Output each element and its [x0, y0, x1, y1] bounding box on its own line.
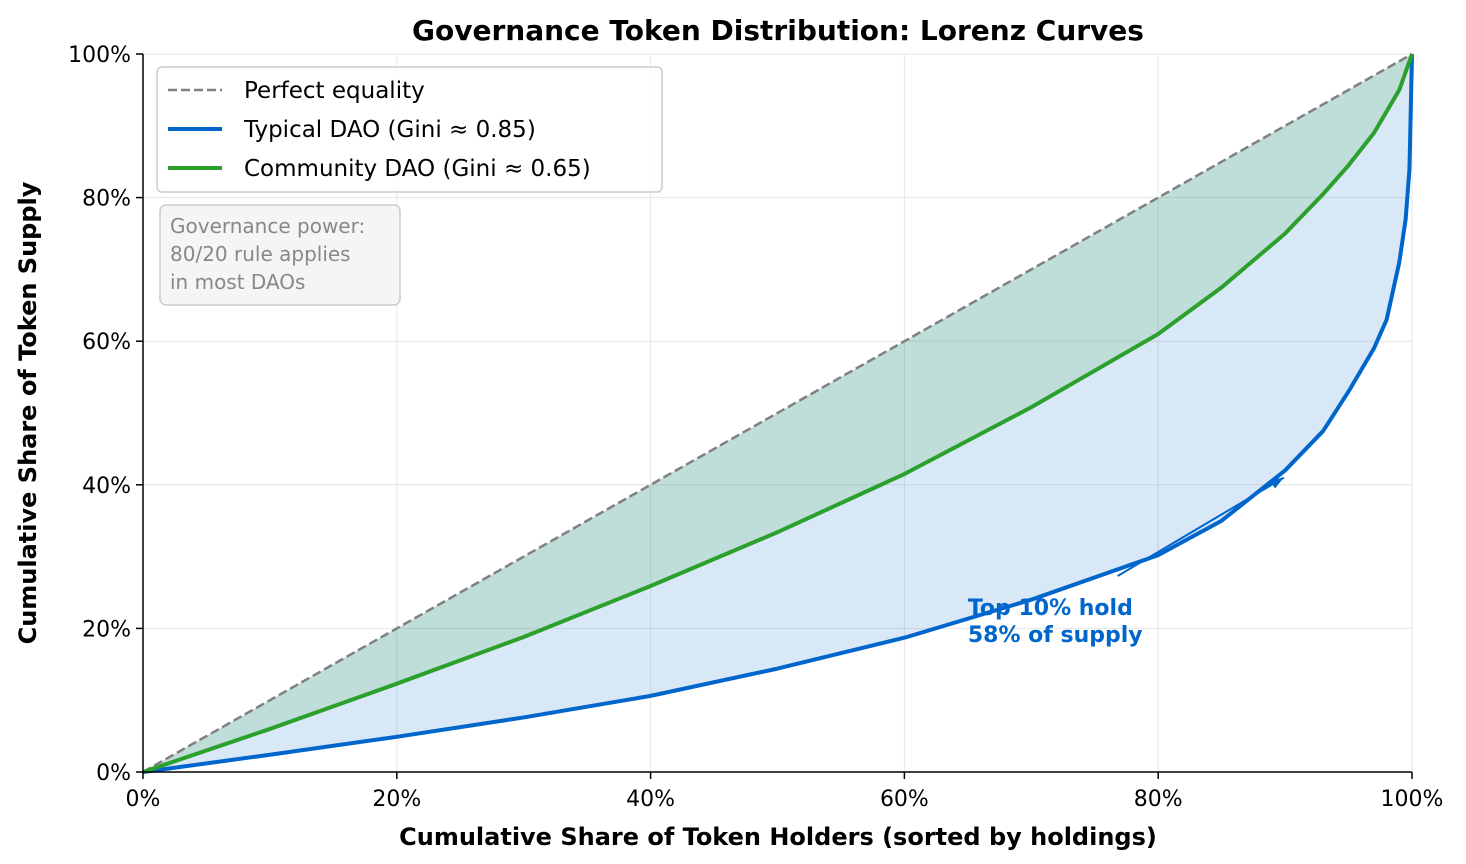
x-tick-label: 80%	[1134, 787, 1183, 812]
annotation-text: 58% of supply	[968, 623, 1143, 648]
chart-title: Governance Token Distribution: Lorenz Cu…	[412, 14, 1144, 47]
y-tick-label: 100%	[68, 43, 131, 68]
typical-dao-line	[142, 53, 1414, 774]
legend-label: Community DAO (Gini ≈ 0.65)	[244, 156, 591, 182]
x-tick-label: 20%	[372, 787, 421, 812]
annotation-arrow	[1117, 476, 1285, 577]
y-tick-label: 60%	[82, 330, 131, 355]
note-box	[159, 204, 401, 306]
note-text: Governance power:	[170, 214, 365, 238]
annotation-arrowhead	[1270, 477, 1284, 489]
x-tick-label: 60%	[880, 787, 929, 812]
y-tick-label: 80%	[82, 187, 131, 212]
note-text: 80/20 rule applies	[170, 242, 351, 266]
legend-label: Perfect equality	[244, 78, 425, 104]
y-tick-label: 20%	[82, 617, 131, 642]
equality-line	[142, 52, 1413, 774]
x-tick-label: 100%	[1381, 787, 1444, 812]
y-tick-label: 40%	[82, 474, 131, 499]
y-tick-label: 0%	[96, 761, 131, 786]
x-tick-label: 40%	[626, 787, 675, 812]
legend: Perfect equality Typical DAO (Gini ≈ 0.85…	[156, 66, 663, 193]
note-text: in most DAOs	[170, 270, 305, 294]
note-box-group: Governance power: 80/20 rule applies in mo…	[159, 204, 401, 306]
axes	[142, 54, 1412, 773]
x-tick-label: 0%	[126, 787, 161, 812]
legend-label: Typical DAO (Gini ≈ 0.85)	[243, 117, 536, 143]
community-dao-line	[142, 53, 1414, 774]
x-axis-label: Cumulative Share of Token Holders (sorte…	[399, 823, 1157, 851]
y-axis-label: Cumulative Share of Token Supply	[14, 181, 42, 644]
ticks: 0%0% 20% 20% 40% 40% 60% 60% 80% 80% 100% 100%	[68, 43, 1443, 812]
series-lines	[142, 52, 1414, 774]
annotation-text: Top 10% hold	[968, 596, 1133, 621]
legend-box	[156, 66, 663, 193]
